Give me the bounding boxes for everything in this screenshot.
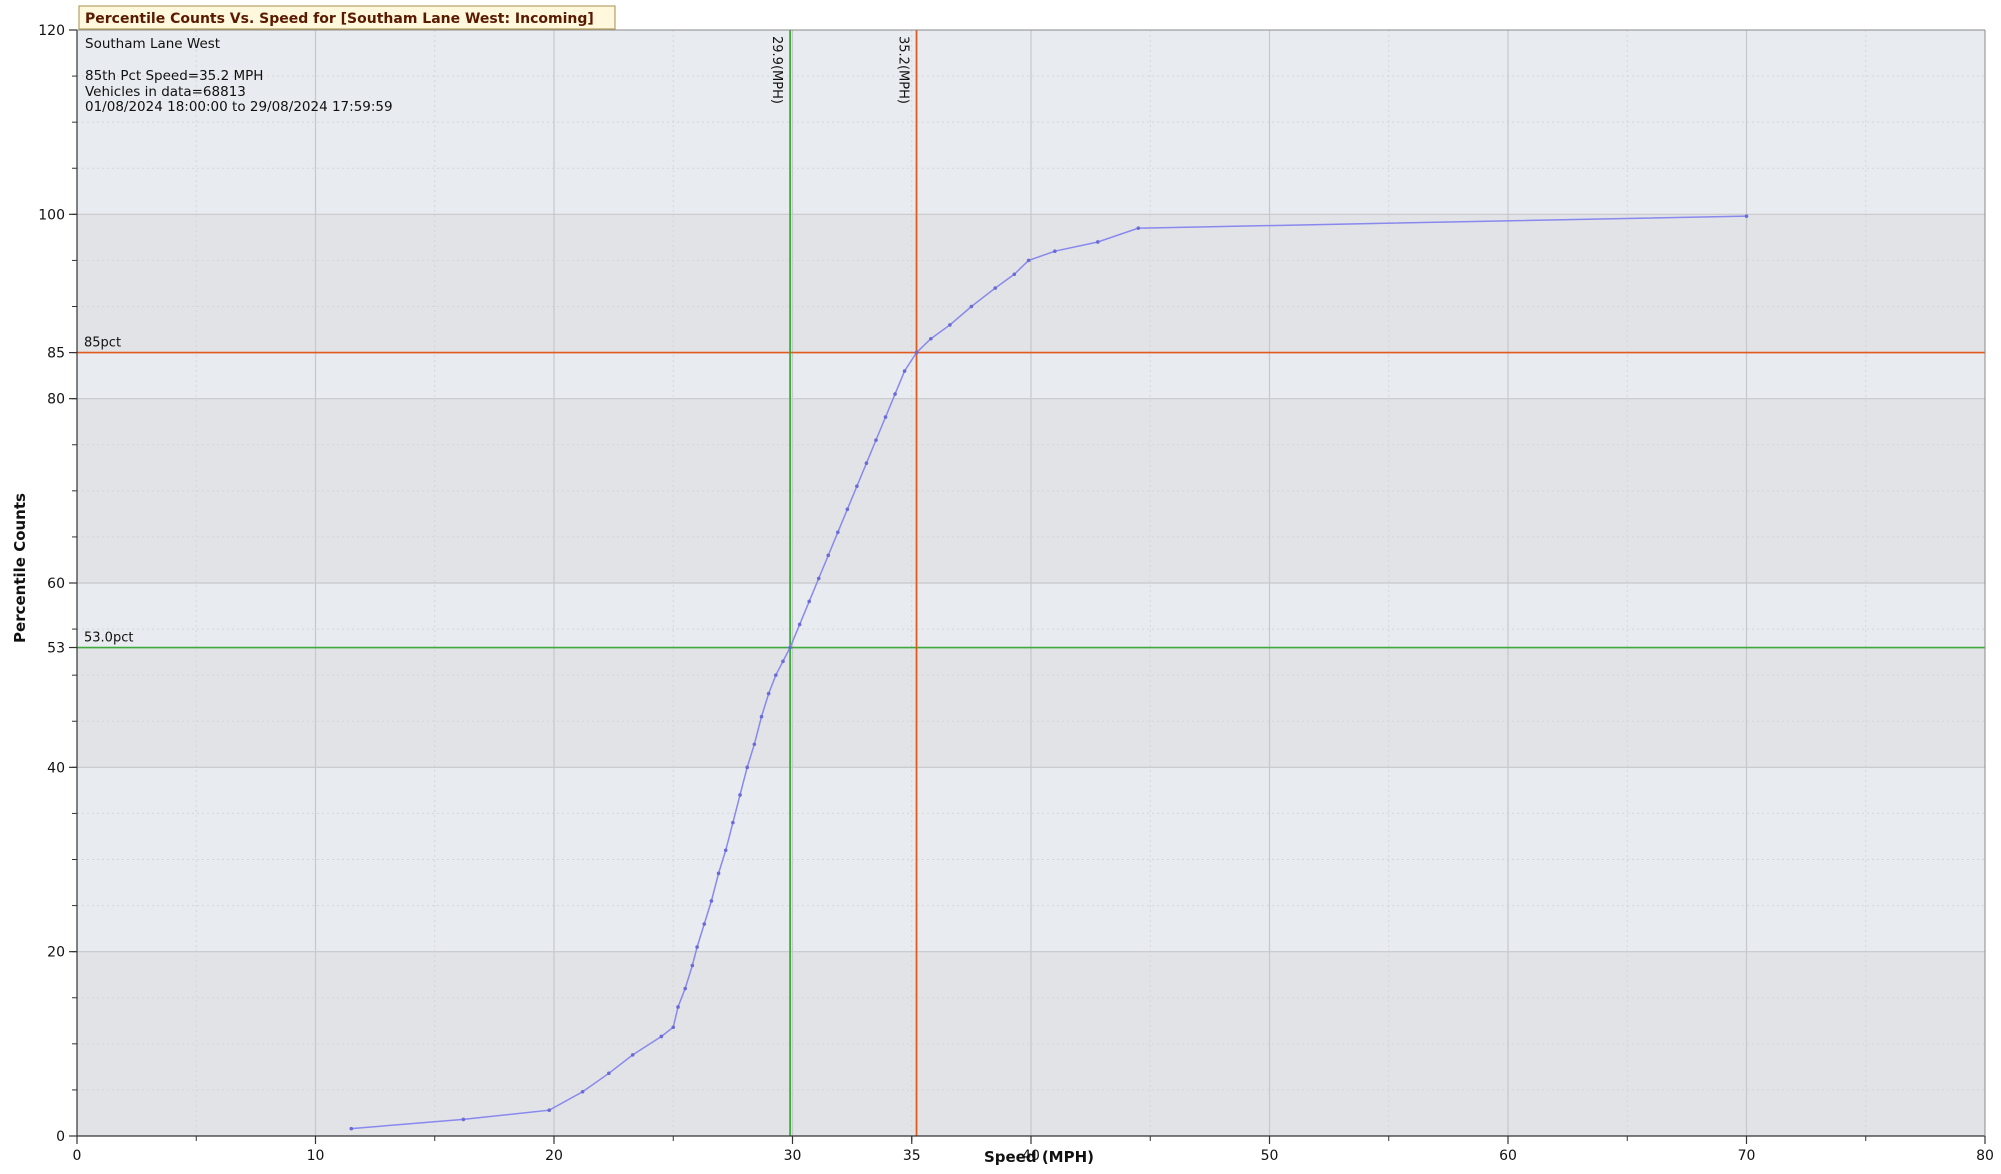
y-axis-title: Percentile Counts — [11, 493, 29, 643]
x-tick-label: 60 — [1499, 1148, 1517, 1164]
data-point — [816, 576, 821, 581]
data-point — [836, 530, 840, 535]
data-point — [1095, 240, 1100, 244]
pct-reference-label: 85pct — [84, 336, 121, 351]
info-date-range: 01/08/2024 18:00:00 to 29/08/2024 17:59:… — [85, 99, 393, 115]
y-tick-label: 60 — [47, 576, 65, 592]
x-tick-label: 70 — [1738, 1148, 1756, 1164]
pct-reference-label: 53.0pct — [84, 631, 133, 646]
data-point — [547, 1108, 552, 1112]
data-point — [1744, 214, 1749, 218]
data-point — [716, 871, 721, 876]
data-point — [461, 1117, 466, 1122]
data-point — [993, 286, 998, 290]
data-point — [1053, 249, 1057, 253]
x-tick-label: 20 — [545, 1148, 563, 1164]
data-point — [695, 945, 699, 949]
data-point — [630, 1053, 635, 1057]
data-point — [690, 963, 695, 968]
data-point — [659, 1034, 664, 1039]
data-point — [807, 599, 811, 604]
info-85pct-speed: 85th Pct Speed=35.2 MPH — [85, 68, 263, 84]
data-point — [883, 415, 888, 419]
data-point — [914, 350, 919, 355]
data-point — [1026, 258, 1031, 263]
data-point — [929, 336, 933, 341]
x-tick-label: 30 — [784, 1148, 802, 1164]
data-point — [797, 622, 802, 627]
percentile-series-line — [351, 215, 1747, 1130]
data-point — [864, 461, 869, 465]
data-point — [855, 484, 859, 489]
data-point — [723, 848, 728, 853]
data-point — [948, 323, 952, 327]
data-point — [702, 922, 707, 926]
x-tick-label: 40 — [1022, 1148, 1040, 1164]
y-tick-label: 20 — [47, 945, 65, 961]
speed-reference-label: 29.9(MPH) — [769, 36, 784, 104]
info-vehicle-count: Vehicles in data=68813 — [85, 84, 246, 100]
y-tick-label: 40 — [47, 760, 65, 776]
data-point — [826, 553, 831, 558]
x-tick-label: 50 — [1261, 1148, 1279, 1164]
data-point — [683, 986, 687, 991]
data-point — [1136, 226, 1141, 230]
y-tick-label: 85 — [47, 346, 65, 362]
data-point — [788, 645, 792, 650]
chart-title-background — [78, 5, 616, 30]
y-tick-label: 0 — [56, 1129, 65, 1145]
y-tick-label: 100 — [38, 207, 65, 223]
data-point — [902, 369, 907, 373]
x-tick-label: 10 — [307, 1148, 325, 1164]
data-point — [676, 1005, 680, 1009]
info-site-name: Southam Lane West — [85, 36, 220, 52]
data-point — [781, 659, 785, 664]
data-point — [774, 673, 778, 677]
chart-title-box: Percentile Counts Vs. Speed for [Southam… — [78, 5, 616, 30]
data-point — [349, 1126, 354, 1131]
data-point — [709, 899, 714, 903]
data-point — [752, 742, 757, 747]
data-point — [607, 1071, 611, 1076]
x-axis-title: Speed (MPH) — [984, 1148, 1094, 1166]
chart-title: Percentile Counts Vs. Speed for [Southam… — [85, 11, 594, 27]
data-point — [845, 507, 850, 512]
data-point — [893, 392, 897, 396]
data-point — [745, 765, 749, 770]
y-tick-label: 120 — [38, 23, 65, 39]
data-point — [874, 438, 878, 442]
data-point — [766, 691, 771, 696]
data-point — [969, 304, 974, 309]
x-tick-label: 80 — [1976, 1148, 1994, 1164]
data-point — [738, 793, 742, 797]
data-point — [1012, 272, 1017, 277]
data-point — [671, 1025, 676, 1030]
speed-reference-label: 35.2(MPH) — [896, 36, 911, 104]
y-tick-label: 80 — [47, 392, 65, 408]
data-point — [759, 714, 764, 719]
y-tick-label: 53 — [47, 641, 65, 657]
data-point — [580, 1089, 585, 1094]
x-tick-label: 0 — [73, 1148, 82, 1164]
x-tick-label: 35 — [903, 1148, 921, 1164]
data-point — [731, 820, 735, 825]
